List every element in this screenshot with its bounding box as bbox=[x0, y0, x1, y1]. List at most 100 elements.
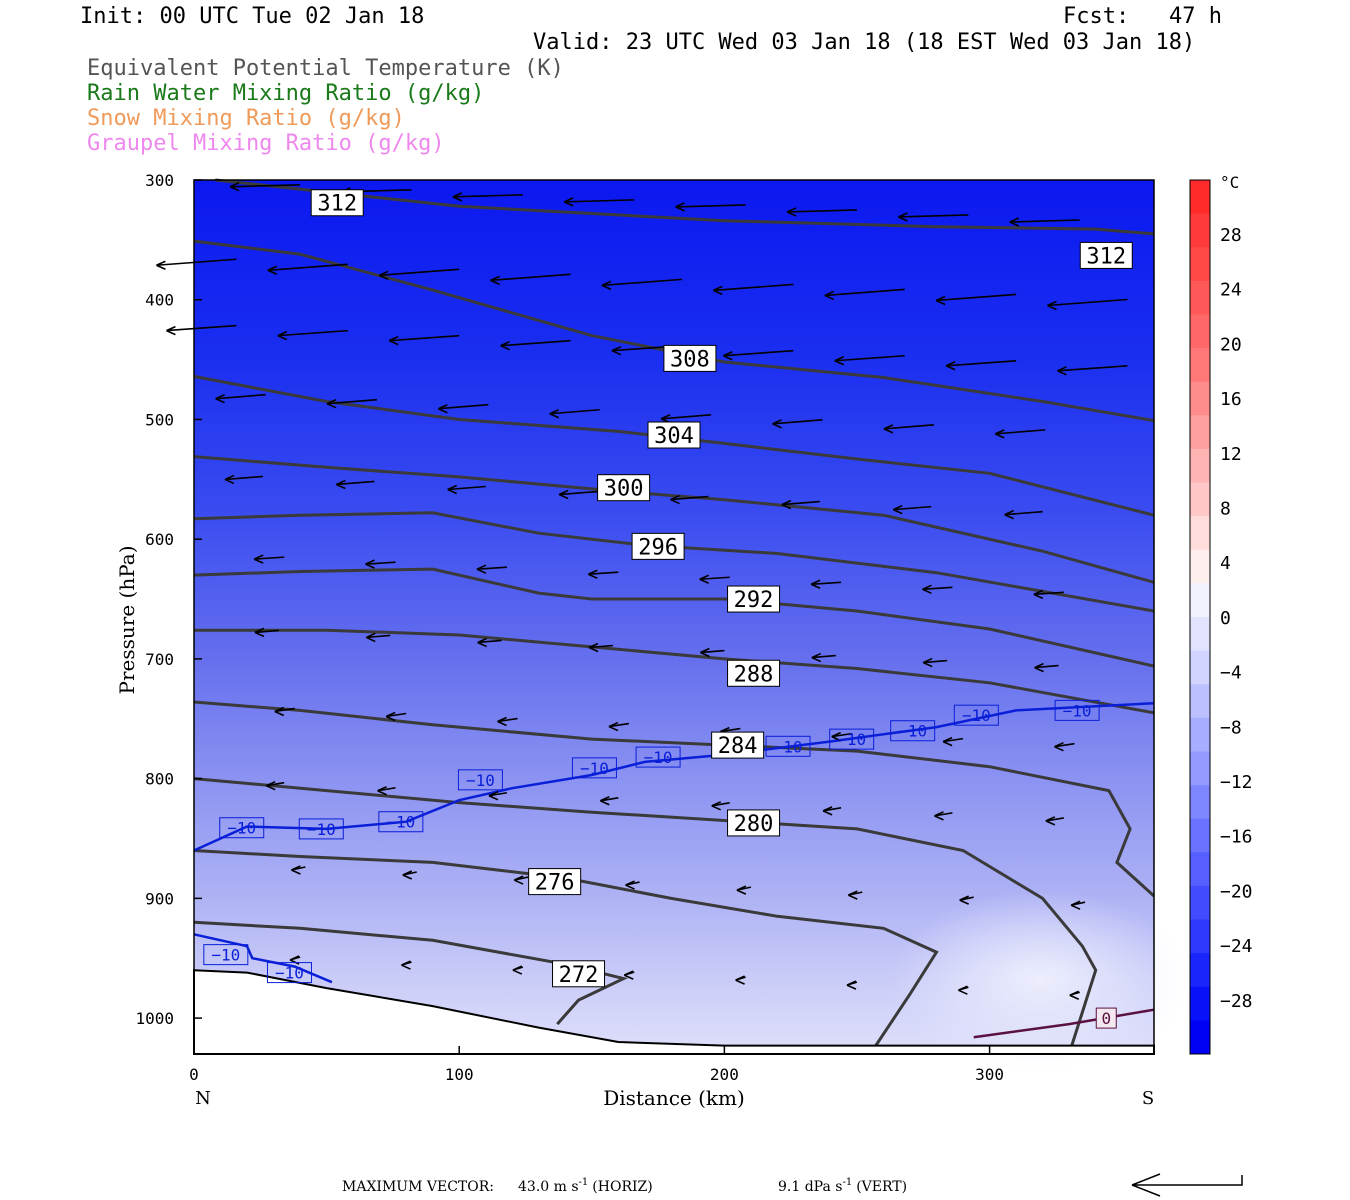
wind-arrow bbox=[811, 652, 836, 663]
temp-label--10: −10 bbox=[1054, 699, 1100, 721]
temp-label--10: −10 bbox=[829, 728, 875, 750]
temp-label-box bbox=[298, 818, 344, 840]
wind-arrow bbox=[378, 268, 460, 281]
wind-arrow bbox=[1045, 816, 1064, 826]
theta-e-contour-288 bbox=[194, 628, 1155, 715]
colorbar-swatch bbox=[1190, 1020, 1210, 1055]
wind-arrow bbox=[229, 182, 301, 192]
theta-e-label-box bbox=[597, 474, 651, 502]
y-tick-label: 600 bbox=[145, 530, 174, 549]
temp-label-box bbox=[203, 944, 249, 966]
colorbar-swatch bbox=[1190, 785, 1210, 820]
wind-arrow bbox=[599, 796, 619, 806]
theta-e-label-text: 276 bbox=[535, 871, 575, 896]
wind-arrow bbox=[945, 359, 1017, 371]
axes: 300 400 500 600 700 800 900 1000 0 100 200 300 bbox=[135, 171, 1004, 1084]
temp-label--10: −10 bbox=[203, 944, 249, 966]
colorbar-swatch bbox=[1190, 751, 1210, 786]
wind-arrow bbox=[670, 494, 709, 505]
temp-label-text: −10 bbox=[774, 737, 803, 756]
temp-label-box bbox=[457, 769, 503, 791]
temp-label-text: −10 bbox=[1063, 701, 1092, 720]
wind-arrow bbox=[1009, 217, 1080, 227]
wind-arrow bbox=[883, 424, 934, 434]
wind-arrow bbox=[265, 780, 285, 791]
wind-arrow bbox=[513, 875, 529, 885]
y-axis-label: Pressure (hPa) bbox=[115, 546, 139, 695]
theta-e-label-text: 304 bbox=[654, 424, 694, 449]
theta-e-label-text: 308 bbox=[670, 347, 710, 372]
wind-arrow bbox=[267, 263, 348, 276]
wind-arrow bbox=[935, 293, 1017, 306]
temp-label--10: −10 bbox=[635, 746, 681, 768]
wind-arrow bbox=[1054, 741, 1075, 752]
wind-arrow bbox=[847, 890, 863, 900]
colorbar-label: 12 bbox=[1220, 444, 1242, 465]
footer: MAXIMUM VECTOR: 43.0 m s-1 (HORIZ) 9.1 dP… bbox=[342, 1173, 1243, 1197]
colorbar-label: 4 bbox=[1220, 553, 1231, 574]
theta-e-label-text: 292 bbox=[734, 588, 774, 613]
theta-e-label-292: 292 bbox=[727, 585, 781, 613]
theta-e-label-276: 276 bbox=[528, 868, 582, 896]
theta-e-label-box bbox=[310, 189, 364, 217]
wind-arrow bbox=[488, 791, 508, 801]
y-tick-label: 400 bbox=[145, 291, 174, 310]
colorbar-swatch bbox=[1190, 818, 1210, 853]
colorbar-swatch bbox=[1190, 617, 1210, 652]
horiz-value: 43.0 m s-1 (HORIZ) bbox=[518, 1177, 653, 1195]
colorbar-label: −28 bbox=[1220, 991, 1253, 1012]
theta-e-contour-308 bbox=[193, 239, 1155, 423]
colorbar-label: −12 bbox=[1220, 772, 1253, 793]
wind-arrow bbox=[587, 569, 619, 579]
temp-contour--10 bbox=[193, 701, 1155, 852]
wind-arrow bbox=[994, 429, 1046, 439]
wind-arrow bbox=[898, 212, 969, 222]
temperature-labels: −10 −10 −10 −10 −10 −10 −10 −10 −10 −10 −10 −10 −10 0 bbox=[203, 699, 1117, 1029]
colorbar-swatch bbox=[1190, 247, 1210, 282]
wind-arrow bbox=[601, 278, 683, 291]
theta-e-label-text: 312 bbox=[317, 192, 357, 217]
theta-e-label-text: 288 bbox=[734, 662, 774, 687]
reference-vector-arrow bbox=[1131, 1173, 1243, 1197]
x-tick-label: 300 bbox=[975, 1065, 1004, 1084]
colorbar-swatch bbox=[1190, 650, 1210, 685]
wind-arrow bbox=[623, 970, 635, 980]
temp-label--10: −10 bbox=[571, 757, 617, 779]
theta-e-label-box bbox=[663, 344, 717, 372]
wind-arrow bbox=[625, 880, 640, 890]
colorbar-swatch bbox=[1190, 180, 1210, 215]
theta-e-label-text: 312 bbox=[1086, 244, 1126, 269]
x-end-label-left: N bbox=[195, 1088, 211, 1109]
wind-arrow bbox=[1057, 365, 1128, 376]
wind-arrow bbox=[558, 489, 598, 500]
forecast-hour: Fcst: 47 h bbox=[1063, 4, 1222, 29]
temp-label-text: −10 bbox=[962, 706, 991, 725]
colorbar-unit: °C bbox=[1220, 173, 1239, 192]
theta-e-label-box bbox=[711, 731, 765, 759]
wind-arrow bbox=[1047, 298, 1128, 311]
colorbar-swatch bbox=[1190, 482, 1210, 517]
wind-arrow bbox=[846, 980, 858, 990]
temperature-contours bbox=[193, 701, 1155, 1039]
wind-arrow bbox=[277, 329, 348, 341]
valid-time: Valid: 23 UTC Wed 03 Jan 18 (18 EST Wed … bbox=[533, 30, 1196, 55]
theta-e-label-312: 312 bbox=[1079, 241, 1133, 269]
temp-label--10: −10 bbox=[953, 704, 999, 726]
temp-label-text: −10 bbox=[227, 819, 256, 838]
wind-arrow bbox=[447, 484, 486, 495]
temp-label-box bbox=[953, 704, 999, 726]
wind-arrow bbox=[958, 985, 969, 995]
theta-e-label-272: 272 bbox=[552, 960, 606, 988]
theta-e-label-box bbox=[552, 960, 606, 988]
colorbar-frame bbox=[1189, 179, 1211, 1055]
temp-label-text: −10 bbox=[580, 759, 609, 778]
temp-label-text: −10 bbox=[837, 730, 866, 749]
colorbar-swatch bbox=[1190, 314, 1210, 349]
wind-arrow bbox=[822, 806, 842, 816]
temp-label--10: −10 bbox=[457, 769, 503, 791]
wind-arrow bbox=[336, 479, 375, 490]
x-tick-label: 200 bbox=[710, 1065, 739, 1084]
wind-arrow bbox=[274, 706, 295, 717]
wind-arrow bbox=[1004, 509, 1043, 520]
wind-arrow bbox=[563, 197, 635, 207]
